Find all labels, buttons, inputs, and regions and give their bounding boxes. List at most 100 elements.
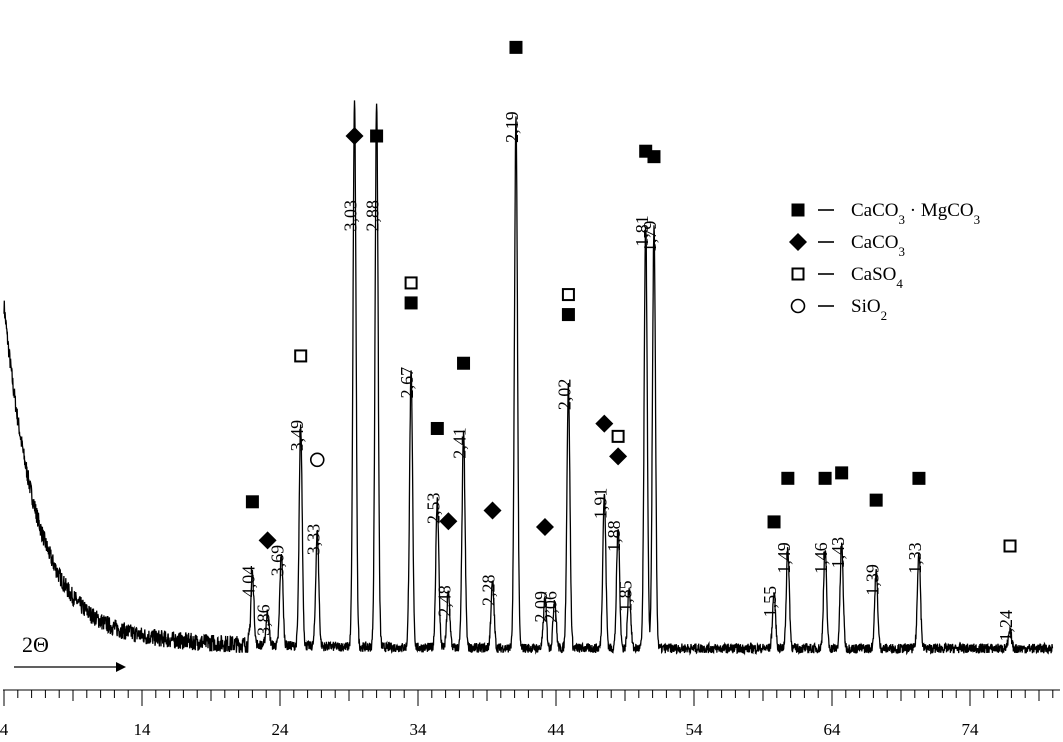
filled-square-marker	[791, 203, 805, 217]
peak-annotation: 2,88	[363, 129, 384, 232]
filled-square-marker	[869, 493, 883, 507]
peak-d-spacing-label: 2,02	[555, 379, 575, 411]
filled-square-marker	[561, 308, 575, 322]
peak-annotation: 1,79	[640, 150, 661, 253]
peak-d-spacing-label: 3,33	[303, 524, 323, 556]
filled-square-marker	[912, 471, 926, 485]
peak-d-spacing-label: 3,69	[268, 545, 288, 577]
filled-square-marker	[457, 356, 471, 370]
peak-annotation: 1,85	[615, 580, 635, 612]
filled-diamond-marker	[345, 127, 364, 145]
peak-annotation: 2,19	[502, 40, 523, 143]
x-tick-label: 24	[272, 720, 290, 739]
legend: CaCO3 · MgCO3 CaCO3 CaSO4 SiO2	[789, 200, 980, 323]
peak-annotation: 1,46	[811, 471, 832, 574]
x-tick-label: 74	[962, 720, 980, 739]
peak-d-spacing-label: 3,49	[287, 420, 307, 452]
peak-annotation: 1,43	[828, 466, 849, 569]
open-square-marker	[294, 349, 308, 363]
peak-annotation: 1,39	[862, 493, 883, 596]
filled-diamond-marker	[483, 501, 502, 520]
peak-annotation: 2,53	[423, 421, 444, 524]
peak-annotation: 3,03	[341, 127, 364, 232]
peak-d-spacing-label: 1,43	[828, 537, 848, 569]
filled-square-marker	[404, 296, 418, 310]
legend-entry: CaSO4	[791, 264, 903, 291]
x-axis-label: 2Θ	[22, 632, 49, 657]
peak-d-spacing-label: 1,88	[604, 520, 624, 552]
filled-square-marker	[767, 515, 781, 529]
legend-label: CaSO4	[851, 264, 903, 291]
filled-diamond-marker	[595, 414, 614, 433]
peak-d-spacing-label: 2,06	[541, 591, 561, 623]
peak-annotation: 1,91	[590, 414, 614, 519]
peak-d-spacing-label: 2,88	[363, 200, 383, 232]
open-circle-marker	[790, 298, 806, 314]
peak-annotation: 2,41	[450, 356, 471, 459]
peak-annotation: 1,24	[996, 539, 1017, 642]
filled-square-marker	[370, 129, 384, 143]
filled-square-marker	[647, 150, 661, 164]
peak-d-spacing-label: 1,46	[811, 542, 831, 574]
filled-diamond-marker	[258, 531, 277, 550]
peak-annotation: 2,06	[541, 591, 561, 623]
open-square-marker	[1003, 539, 1017, 553]
peak-annotation: 4,04	[239, 495, 259, 597]
peak-d-spacing-label: 1,39	[862, 564, 882, 596]
legend-entry: CaCO3 · MgCO3	[791, 200, 980, 227]
x-tick-label: 64	[824, 720, 842, 739]
legend-label: SiO2	[851, 296, 887, 323]
peak-annotation: 3,86	[254, 531, 277, 636]
peak-d-spacing-label: 2,19	[502, 111, 522, 143]
filled-diamond-marker	[439, 512, 458, 531]
legend-label: CaCO3	[851, 232, 905, 259]
peak-d-spacing-label: 1,24	[996, 610, 1016, 642]
peak-annotations: 4,04 3,86 3,69 3,49 3,33 3,03 2,88 2,67 2,53 2,48…	[239, 40, 1017, 642]
filled-square-marker	[835, 466, 849, 480]
open-circle-marker	[309, 452, 325, 468]
open-square-marker	[404, 276, 418, 290]
legend-entry: CaCO3	[789, 232, 905, 259]
peak-d-spacing-label: 2,41	[450, 427, 470, 459]
peak-d-spacing-label: 2,09	[531, 591, 551, 623]
peak-annotation: 2,09	[531, 518, 554, 623]
peak-d-spacing-label: 3,03	[341, 200, 361, 232]
filled-square-marker	[781, 471, 795, 485]
peak-annotation: 3,69	[268, 545, 288, 577]
x-tick-label: 44	[548, 720, 566, 739]
x-axis-ticks	[3, 690, 1054, 706]
peak-d-spacing-label: 1,91	[590, 488, 610, 519]
peak-d-spacing-label: 1,33	[905, 542, 925, 574]
open-square-marker	[791, 267, 805, 281]
peak-annotation: 2,48	[434, 512, 458, 617]
scan-direction-arrow-head	[116, 662, 126, 672]
filled-square-marker	[818, 471, 832, 485]
peak-d-spacing-label: 1,81	[632, 215, 652, 247]
x-axis-tick-labels: 4 14 24 34 44 54 64 74	[0, 720, 979, 739]
x-tick-label: 4	[0, 720, 9, 739]
peak-d-spacing-label: 1,79	[640, 221, 660, 253]
diffraction-pattern-line	[3, 100, 1054, 656]
peak-d-spacing-label: 1,55	[760, 586, 780, 618]
filled-square-marker	[509, 40, 523, 54]
peak-annotation: 2,02	[555, 288, 575, 411]
x-tick-label: 34	[410, 720, 428, 739]
peak-d-spacing-label: 3,86	[254, 604, 274, 636]
peak-d-spacing-label: 4,04	[239, 566, 259, 598]
open-square-marker	[611, 429, 625, 443]
filled-diamond-marker	[535, 518, 554, 537]
peak-annotation: 1,33	[905, 471, 926, 574]
filled-diamond-marker	[609, 447, 628, 466]
peak-annotation: 3,49	[287, 349, 308, 452]
peak-annotation: 2,67	[397, 276, 418, 398]
legend-label: CaCO3 · MgCO3	[851, 200, 980, 227]
peak-annotation: 3,33	[303, 452, 325, 556]
peak-annotation: 1,55	[760, 515, 781, 618]
peak-d-spacing-label: 1,49	[774, 542, 794, 574]
peak-annotation: 2,28	[479, 501, 502, 606]
scan-direction: 2Θ	[14, 632, 126, 672]
x-tick-label: 14	[134, 720, 152, 739]
peak-annotation: 1,88	[604, 429, 628, 552]
peak-annotation: 1,49	[774, 471, 795, 574]
